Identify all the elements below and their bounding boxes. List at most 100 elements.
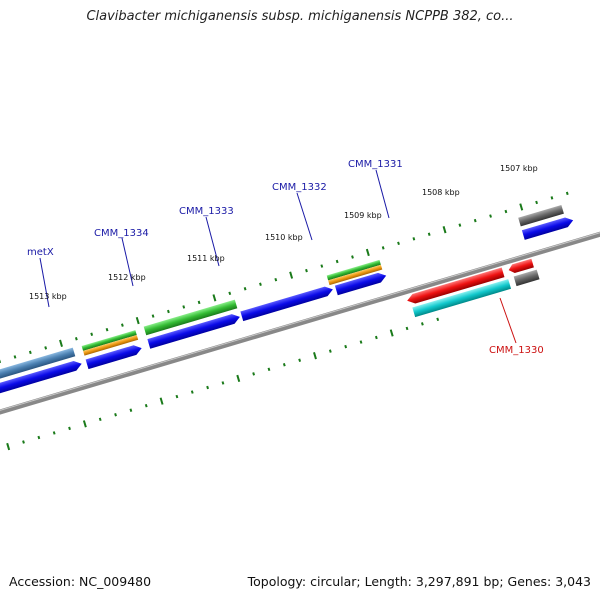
outer-tick: [289, 271, 294, 279]
inner-tick: [129, 408, 133, 412]
inner-tick: [114, 413, 117, 417]
map-title: Clavibacter michiganensis subsp. michiga…: [86, 9, 514, 24]
feature-cmm1331-orange[interactable]: [328, 264, 383, 286]
outer-tick: [243, 287, 247, 291]
scale-label-1507: 1507 kbp: [500, 164, 538, 173]
outer-tick: [320, 264, 324, 268]
outer-tick: [550, 196, 554, 200]
outer-tick: [458, 223, 462, 227]
inner-tick: [37, 435, 41, 440]
inner-tick: [252, 372, 256, 376]
feature-cmm1330-cyan[interactable]: [412, 279, 512, 318]
outer-tick: [365, 248, 370, 257]
feature-red-small[interactable]: [507, 258, 534, 275]
outer-tick: [135, 316, 140, 325]
gene-label-metx: metX: [27, 247, 54, 258]
accession-text: Accession: NC_009480: [9, 574, 152, 589]
outer-tick: [0, 359, 2, 364]
inner-tick: [359, 340, 363, 344]
outer-tick: [197, 300, 201, 305]
scale-label-1508: 1508 kbp: [422, 188, 460, 197]
inner-tick: [206, 385, 209, 390]
gene-label-cmm1332: CMM_1332: [272, 182, 327, 193]
outer-tick: [381, 246, 385, 250]
genome-backbone-highlight: [0, 195, 600, 435]
inner-scale-ticks: [6, 317, 440, 451]
scale-label-1509: 1509 kbp: [344, 211, 382, 220]
gene-labels: metX CMM_1334 CMM_1333 CMM_1332 CMM_1331…: [27, 159, 544, 356]
feature-blue-cds-2[interactable]: [0, 359, 83, 397]
inner-tick: [159, 397, 164, 405]
outer-tick: [59, 339, 63, 347]
outer-tick: [335, 259, 339, 264]
outer-tick: [105, 327, 109, 332]
feature-steel-cds[interactable]: [0, 347, 76, 384]
feature-cmm1334-green[interactable]: [81, 330, 137, 351]
inner-tick: [436, 317, 440, 322]
feature-cmm1333-green[interactable]: [143, 299, 238, 336]
outer-tick: [74, 337, 78, 341]
outer-tick: [274, 277, 278, 282]
reverse-strand-features: [406, 258, 540, 318]
outer-tick: [13, 355, 17, 359]
scale-label-1511: 1511 kbp: [187, 254, 225, 263]
outer-tick: [182, 305, 186, 309]
inner-tick: [190, 390, 194, 394]
inner-tick: [267, 367, 271, 372]
outer-tick: [259, 282, 262, 286]
scale-label-1510: 1510 kbp: [265, 233, 303, 242]
inner-tick: [6, 442, 11, 451]
gene-label-leaders: [39, 169, 517, 344]
inner-tick: [52, 431, 56, 435]
inner-tick: [282, 363, 286, 367]
genome-backbone: [0, 194, 600, 438]
inner-tick: [175, 394, 179, 399]
inner-tick: [344, 344, 348, 349]
feature-cmm1334-orange[interactable]: [83, 334, 139, 356]
outer-tick: [412, 237, 416, 241]
feature-cmm1331-green[interactable]: [326, 259, 381, 281]
inner-tick: [328, 349, 332, 353]
feature-gray-cds-top[interactable]: [518, 205, 564, 227]
scale-label-1512: 1512 kbp: [108, 273, 146, 282]
outer-tick: [489, 214, 492, 218]
feature-blue-cds-5[interactable]: [240, 285, 334, 322]
forward-strand-features: [0, 205, 575, 397]
gene-label-cmm1333: CMM_1333: [179, 206, 234, 217]
outer-tick: [167, 309, 170, 314]
outer-tick: [28, 350, 32, 355]
genome-summary-text: Topology: circular; Length: 3,297,891 bp…: [247, 574, 591, 589]
inner-tick: [82, 420, 87, 428]
scale-label-1513: 1513 kbp: [29, 292, 67, 301]
outer-tick: [228, 291, 232, 296]
outer-tick: [151, 314, 155, 318]
inner-tick: [236, 374, 241, 383]
inner-tick: [221, 381, 225, 385]
outer-tick: [473, 218, 477, 223]
inner-tick: [313, 352, 317, 360]
inner-tick: [144, 403, 148, 408]
feature-blue-cds-6[interactable]: [334, 271, 388, 296]
feature-cmm1330-red[interactable]: [406, 267, 505, 306]
outer-tick: [212, 294, 217, 302]
inner-tick: [68, 426, 71, 431]
inner-tick: [389, 329, 394, 337]
feature-blue-cds-4[interactable]: [147, 312, 241, 349]
outer-scale-ticks: [0, 191, 569, 364]
scale-labels: 1513 kbp 1512 kbp 1511 kbp 1510 kbp 1509…: [29, 164, 538, 301]
outer-tick: [44, 346, 48, 350]
inner-tick: [298, 358, 302, 362]
outer-tick: [120, 323, 124, 327]
outer-tick: [351, 255, 354, 259]
outer-tick: [442, 226, 447, 234]
inner-tick: [405, 326, 409, 331]
feature-blue-cds-3[interactable]: [85, 343, 143, 370]
outer-tick: [519, 203, 524, 211]
outer-tick: [397, 241, 400, 246]
inner-tick: [22, 440, 25, 444]
gene-label-cmm1330: CMM_1330: [489, 345, 544, 356]
feature-blue-cds-7[interactable]: [521, 215, 575, 240]
feature-gray-cds-bottom[interactable]: [513, 269, 540, 287]
inner-tick: [98, 417, 102, 422]
